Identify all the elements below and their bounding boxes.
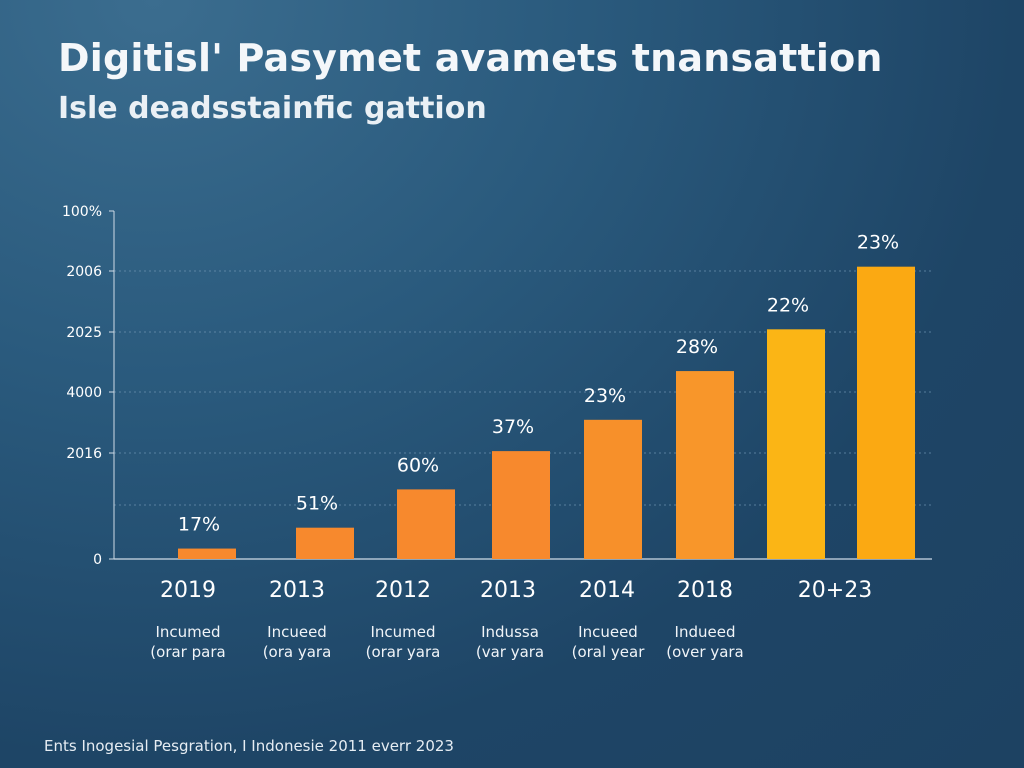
chart-subtitle: Isle deadsstainfic gattion xyxy=(58,91,487,126)
bar-notes: Incumed (orar para Incueed (ora yara Incumed… xyxy=(150,623,743,661)
bar-note-5-line-0: Indueed xyxy=(675,623,736,641)
bar-6 xyxy=(767,329,825,559)
y-tick-label-0: 0 xyxy=(93,552,102,568)
bar-note-4-line-0: Incueed xyxy=(578,623,638,641)
bar-note-0-line-1: (orar para xyxy=(150,643,225,661)
x-tick-label-3: 2013 xyxy=(480,578,536,603)
bar-note-5-line-1: (over yara xyxy=(666,643,744,661)
bar-note-3-line-0: Indussa xyxy=(481,623,539,641)
bar-note-2-line-1: (orar yara xyxy=(366,643,441,661)
data-label-7: 23% xyxy=(857,232,899,254)
bar-note-1-line-1: (ora yara xyxy=(263,643,332,661)
chart-title: Digitisl' Pasymet avamets tnansattion xyxy=(58,36,883,80)
data-label-2: 60% xyxy=(397,454,439,476)
bar-note-0-line-0: Incumed xyxy=(155,623,220,641)
data-label-0: 17% xyxy=(178,514,220,536)
y-tick-label-2: 4000 xyxy=(66,385,102,401)
data-labels: 17% 51% 60% 37% 23% 28% 22% 23% xyxy=(178,232,899,536)
data-label-5: 28% xyxy=(676,336,718,358)
bar-note-1-line-0: Incueed xyxy=(267,623,327,641)
x-tick-label-4: 2014 xyxy=(579,578,635,603)
y-tick-label-4: 2006 xyxy=(66,264,102,280)
x-tick-label-1: 2013 xyxy=(269,578,325,603)
bars xyxy=(178,266,915,559)
data-label-6: 22% xyxy=(767,294,809,316)
bar-1 xyxy=(296,527,354,559)
x-tick-label-6: 20+23 xyxy=(798,578,872,603)
x-tick-labels: 2019 2013 2012 2013 2014 2018 20+23 xyxy=(160,578,872,603)
bar-note-3-line-1: (var yara xyxy=(476,643,544,661)
x-tick-label-2: 2012 xyxy=(375,578,431,603)
y-tick-label-5: 100% xyxy=(62,204,102,220)
bar-3 xyxy=(492,451,550,559)
y-tick-label-3: 2025 xyxy=(66,325,102,341)
bar-note-4-line-1: (oral year xyxy=(572,643,646,661)
x-tick-label-0: 2019 xyxy=(160,578,216,603)
footnote: Ents Inogesial Pesgration, I Indonesie 2… xyxy=(44,737,454,755)
y-ticks: 0 2016 4000 2025 2006 100% xyxy=(62,204,114,568)
bar-5 xyxy=(676,371,734,559)
x-tick-label-5: 2018 xyxy=(677,578,733,603)
bar-note-2-line-0: Incumed xyxy=(370,623,435,641)
data-label-3: 37% xyxy=(492,416,534,438)
bar-2 xyxy=(397,489,455,559)
bar-0 xyxy=(178,548,236,559)
bar-7 xyxy=(857,266,915,559)
y-tick-label-1: 2016 xyxy=(66,446,102,462)
data-label-1: 51% xyxy=(296,493,338,515)
data-label-4: 23% xyxy=(584,385,626,407)
bar-4 xyxy=(584,419,642,559)
